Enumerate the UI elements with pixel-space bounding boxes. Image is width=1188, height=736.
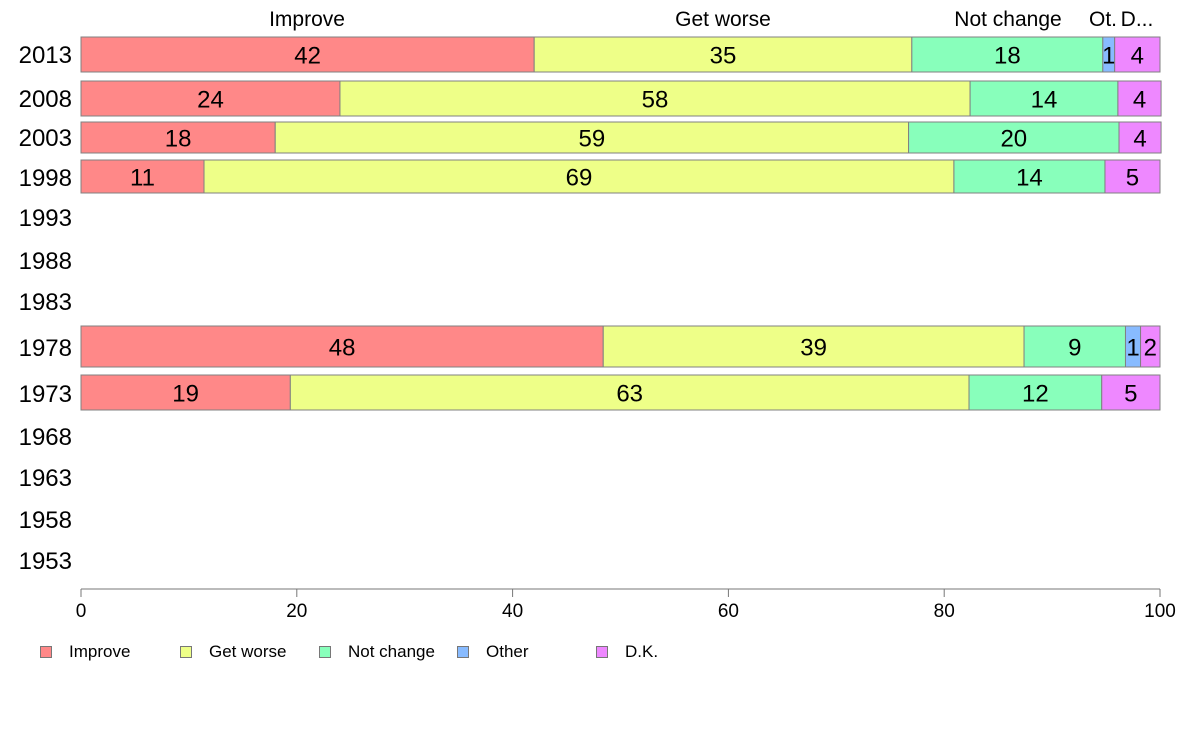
bar-label-2008-improve: 24 xyxy=(197,87,224,114)
bar-1973-d-k- xyxy=(1101,374,1161,411)
year-label-1993: 1993 xyxy=(19,205,72,232)
legend-swatch xyxy=(596,646,608,658)
bar-1978-d-k- xyxy=(1140,325,1161,368)
bar-2003-get-worse xyxy=(274,121,910,154)
year-label-1973: 1973 xyxy=(19,381,72,408)
legend-label: Improve xyxy=(69,642,131,661)
year-label-1958: 1958 xyxy=(19,507,72,534)
bar-1998-improve xyxy=(80,159,205,194)
column-header-4: D... xyxy=(1121,8,1154,31)
x-tick-label-40: 40 xyxy=(502,601,523,622)
bar-label-1998-not-change: 14 xyxy=(1016,165,1043,192)
bar-2008-improve xyxy=(80,80,341,117)
year-label-1998: 1998 xyxy=(19,165,72,192)
legend-item-get-worse: Get worse xyxy=(180,642,286,662)
bar-1998-d-k- xyxy=(1104,159,1161,194)
bar-label-2008-d-k-: 4 xyxy=(1133,87,1146,114)
bar-label-1978-not-change: 9 xyxy=(1068,335,1081,362)
bar-2008-get-worse xyxy=(339,80,971,117)
bar-label-1973-improve: 19 xyxy=(172,381,199,408)
legend-swatch xyxy=(180,646,192,658)
x-tick-label-100: 100 xyxy=(1144,601,1176,622)
stacked-bar-chart: Improve Get worse Not change Ot. D... 201320… xyxy=(19,8,1176,622)
bar-2013-get-worse xyxy=(533,36,913,73)
bar-2008-not-change xyxy=(969,80,1119,117)
legend-swatch xyxy=(40,646,52,658)
bar-label-1973-not-change: 12 xyxy=(1022,381,1049,408)
legend-item-improve: Improve xyxy=(40,642,130,662)
bar-1973-not-change xyxy=(968,374,1103,411)
column-header-2: Not change xyxy=(954,8,1061,31)
bar-label-1998-d-k-: 5 xyxy=(1126,165,1139,192)
legend-label: Not change xyxy=(348,642,435,661)
bar-label-2003-not-change: 20 xyxy=(1000,126,1027,153)
bar-label-1978-other: 1 xyxy=(1126,335,1139,362)
year-labels: 2013 2008 2003 1998 1993 1988 1983 1978 1973 1968… xyxy=(19,42,72,575)
column-header-0: Improve xyxy=(269,8,345,31)
legend-label: Get worse xyxy=(209,642,287,661)
year-label-2013: 2013 xyxy=(19,42,72,69)
bar-label-2013-other: 1 xyxy=(1102,43,1115,70)
bar-label-2003-get-worse: 59 xyxy=(579,126,606,153)
x-tick-label-0: 0 xyxy=(76,601,87,622)
bar-label-2013-d-k-: 4 xyxy=(1131,43,1144,70)
x-tick-label-80: 80 xyxy=(934,601,955,622)
legend-item-d-k-: D.K. xyxy=(596,642,658,662)
year-label-1963: 1963 xyxy=(19,465,72,492)
bar-1973-get-worse xyxy=(289,374,970,411)
year-label-1953: 1953 xyxy=(19,548,72,575)
bar-label-1998-improve: 11 xyxy=(130,165,155,192)
bar-1998-get-worse xyxy=(203,159,955,194)
year-label-1988: 1988 xyxy=(19,248,72,275)
legend-swatch xyxy=(319,646,331,658)
bar-2003-not-change xyxy=(908,121,1120,154)
bars: 42 35 18 1 424 58 14 418 59 20 411 69 14 548 39 9 1 219 63… xyxy=(80,36,1162,411)
bar-1978-not-change xyxy=(1023,325,1126,368)
year-label-1978: 1978 xyxy=(19,335,72,362)
bar-2013-not-change xyxy=(911,36,1104,73)
bar-2008-d-k- xyxy=(1117,80,1162,117)
bar-label-2008-not-change: 14 xyxy=(1031,87,1058,114)
bar-label-2013-not-change: 18 xyxy=(994,43,1021,70)
legend-label: Other xyxy=(486,642,529,661)
bar-1998-not-change xyxy=(953,159,1106,194)
year-label-2003: 2003 xyxy=(19,125,72,152)
bar-1978-get-worse xyxy=(602,325,1025,368)
bar-2013-improve xyxy=(80,36,535,73)
bar-label-1978-get-worse: 39 xyxy=(800,335,827,362)
legend-swatch xyxy=(457,646,469,658)
bar-2003-d-k- xyxy=(1118,121,1162,154)
bar-2003-improve xyxy=(80,121,276,154)
column-header-3: Ot. xyxy=(1089,8,1117,31)
x-tick-label-60: 60 xyxy=(718,601,739,622)
bar-label-2013-improve: 42 xyxy=(294,43,321,70)
bar-label-1978-d-k-: 2 xyxy=(1144,335,1157,362)
year-label-1983: 1983 xyxy=(19,289,72,316)
bar-label-2003-improve: 18 xyxy=(165,126,192,153)
x-tick-label-20: 20 xyxy=(286,601,307,622)
year-label-1968: 1968 xyxy=(19,424,72,451)
legend-item-other: Other xyxy=(457,642,529,662)
bar-label-1973-d-k-: 5 xyxy=(1124,381,1137,408)
legend-label: D.K. xyxy=(625,642,659,661)
bar-2013-d-k- xyxy=(1114,36,1161,73)
legend-item-not-change: Not change xyxy=(319,642,435,662)
bar-label-2013-get-worse: 35 xyxy=(710,43,737,70)
bar-label-1973-get-worse: 63 xyxy=(616,381,643,408)
year-label-2008: 2008 xyxy=(19,86,72,113)
column-headers: Improve Get worse Not change Ot. D... xyxy=(269,8,1153,31)
bar-label-1998-get-worse: 69 xyxy=(566,165,593,192)
bar-label-2003-d-k-: 4 xyxy=(1133,126,1146,153)
column-header-1: Get worse xyxy=(675,8,771,31)
x-axis: 0 20 40 60 80 100 xyxy=(76,588,1176,622)
bar-label-2008-get-worse: 58 xyxy=(642,87,669,114)
bar-label-1978-improve: 48 xyxy=(329,335,356,362)
